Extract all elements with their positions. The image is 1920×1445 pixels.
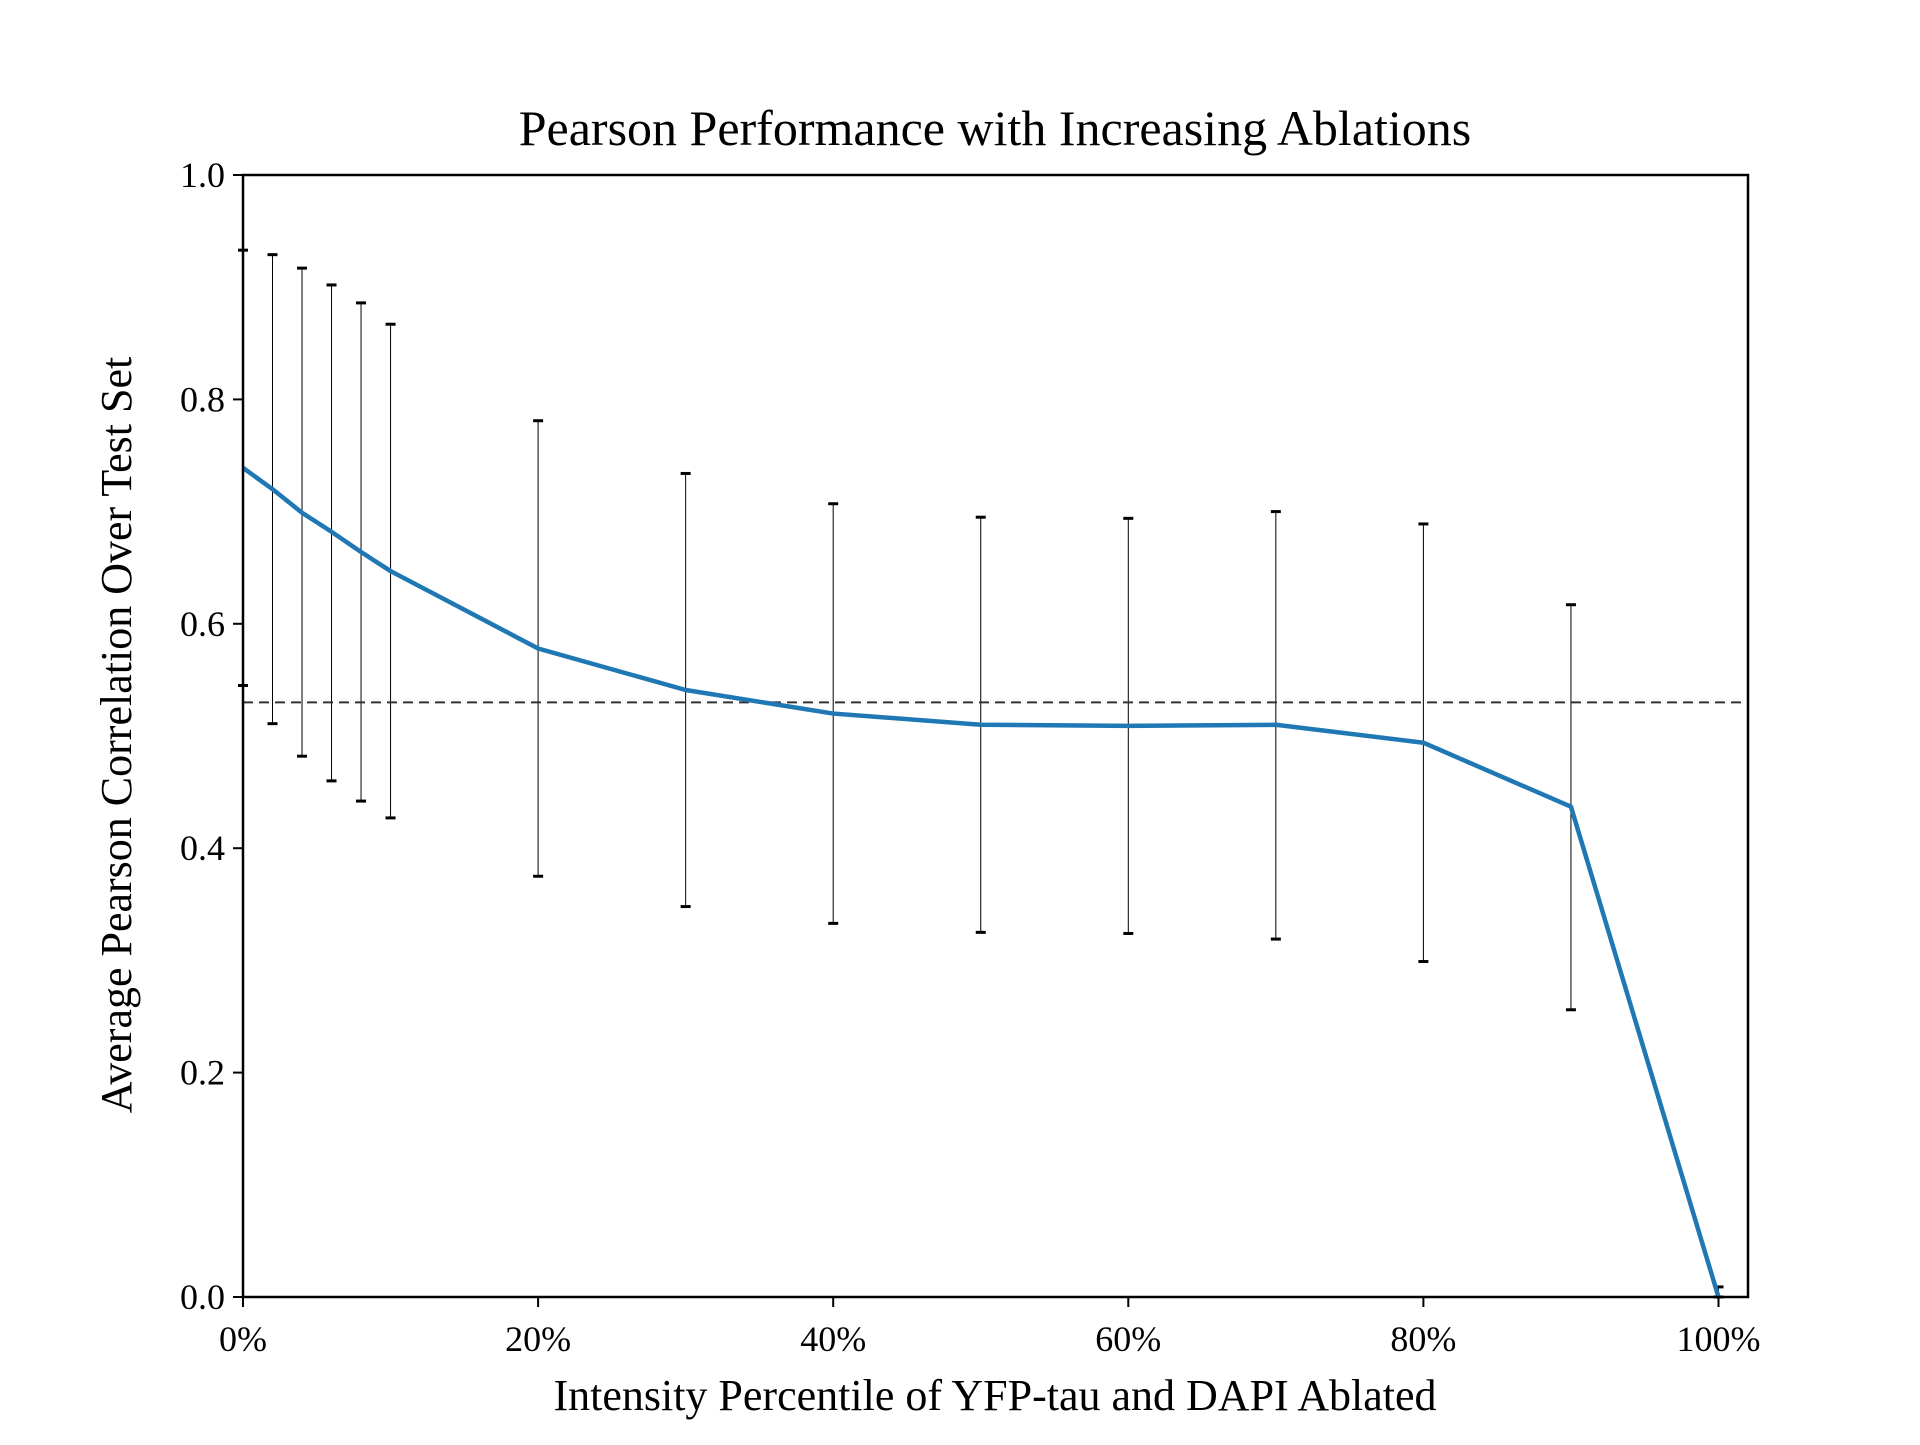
x-axis-ticks: 0% 20% 40% 60% 80% 100% [219, 1297, 1760, 1359]
y-tick-label: 0.4 [180, 828, 225, 868]
y-tick-label: 1.0 [180, 155, 225, 195]
plot-area: 0% 20% 40% 60% 80% 100% 0.0 0.2 0.4 0.6 0.8 1.0 [180, 155, 1760, 1359]
y-axis-ticks: 0.0 0.2 0.4 0.6 0.8 1.0 [180, 155, 243, 1317]
y-axis-label: Average Pearson Correlation Over Test Se… [92, 357, 141, 1114]
x-tick-label: 20% [505, 1319, 571, 1359]
x-tick-label: 100% [1676, 1319, 1760, 1359]
x-tick-label: 40% [800, 1319, 866, 1359]
x-tick-label: 80% [1390, 1319, 1456, 1359]
plot-frame [241, 173, 1750, 1299]
x-tick-label: 60% [1095, 1319, 1161, 1359]
chart-title: Pearson Performance with Increasing Abla… [519, 100, 1472, 156]
x-axis-label: Intensity Percentile of YFP-tau and DAPI… [553, 1371, 1436, 1420]
series-line [241, 466, 1721, 1298]
y-tick-label: 0.2 [180, 1053, 225, 1093]
y-tick-label: 0.6 [180, 604, 225, 644]
y-tick-label: 0.0 [180, 1277, 225, 1317]
y-tick-label: 0.8 [180, 379, 225, 419]
x-tick-label: 0% [219, 1319, 267, 1359]
